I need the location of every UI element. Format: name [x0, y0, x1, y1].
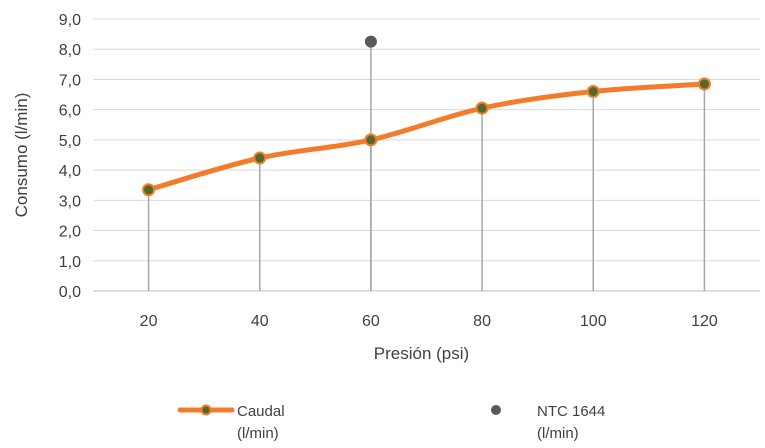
x-tick-label: 40 [251, 313, 269, 330]
x-axis-title: Presión (psi) [374, 344, 469, 363]
data-point-caudal [586, 85, 600, 99]
y-tick-label: 4,0 [59, 163, 81, 180]
legend: Caudal (l/min) NTC 1644 (l/min) [177, 403, 605, 442]
y-tick-label: 1,0 [59, 254, 81, 271]
y-axis-title: Consumo (l/min) [12, 93, 31, 218]
y-tick-label: 2,0 [59, 224, 81, 241]
x-tick-label: 120 [691, 313, 718, 330]
legend-label: NTC 1644 [537, 403, 605, 420]
y-tick-label: 8,0 [59, 42, 81, 59]
legend-label: (l/min) [537, 425, 579, 442]
legend-marker-ntc [491, 405, 501, 415]
data-point-caudal [142, 183, 156, 197]
drop-lines [147, 41, 706, 291]
plot-series [142, 35, 711, 197]
series-line-caudal [146, 81, 707, 193]
data-point-caudal [475, 101, 489, 115]
y-tick-label: 9,0 [59, 12, 81, 29]
data-point-caudal [253, 151, 267, 165]
y-tick-label: 3,0 [59, 193, 81, 210]
y-tick-label: 5,0 [59, 133, 81, 150]
y-axis-ticks: 0,0 1,0 2,0 3,0 4,0 5,0 6,0 7,0 8,0 9,0 [59, 12, 81, 301]
gridlines [93, 18, 760, 292]
data-point-ntc [364, 35, 377, 48]
y-tick-label: 0,0 [59, 284, 81, 301]
legend-label: (l/min) [237, 425, 279, 442]
legend-marker-caudal [200, 404, 212, 416]
legend-label: Caudal [237, 403, 285, 420]
x-axis-ticks: 20 40 60 80 100 120 [140, 313, 718, 330]
x-tick-label: 20 [140, 313, 158, 330]
x-tick-label: 100 [580, 313, 607, 330]
data-point-caudal [364, 133, 378, 147]
data-point-caudal [697, 77, 711, 91]
x-tick-label: 60 [362, 313, 380, 330]
y-tick-label: 7,0 [59, 72, 81, 89]
x-tick-label: 80 [473, 313, 491, 330]
y-tick-label: 6,0 [59, 103, 81, 120]
